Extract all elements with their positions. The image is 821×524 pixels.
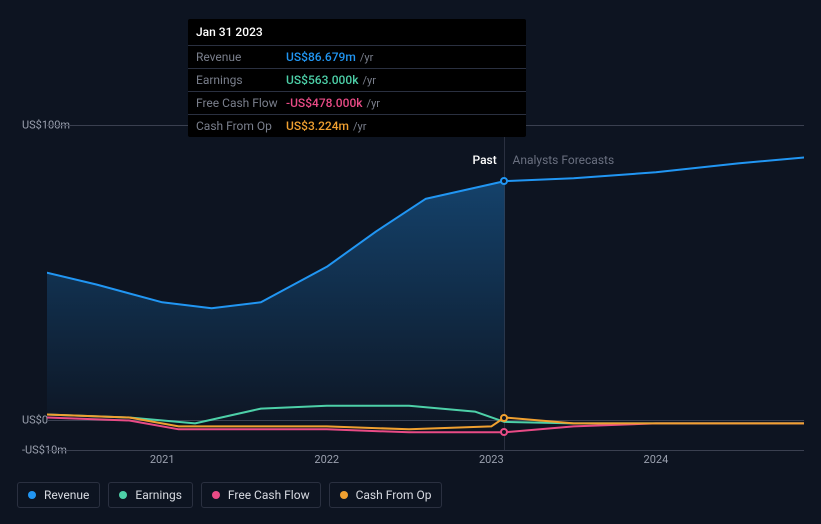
tooltip-metric-label: Revenue (196, 50, 286, 64)
revenue-area-fill (47, 181, 505, 420)
legend-label: Earnings (135, 488, 182, 502)
x-axis-line (47, 450, 804, 451)
tooltip-metric-value: US$86.679m (286, 50, 356, 64)
tooltip-metric-suffix: /yr (362, 74, 375, 87)
tooltip-date: Jan 31 2023 (188, 19, 526, 46)
chart-plot-area[interactable]: US$100mUS$0-US$10m PastAnalysts Forecast… (17, 125, 804, 450)
tooltip-metric-suffix: /yr (360, 51, 373, 64)
legend-label: Free Cash Flow (228, 488, 310, 502)
cursor-marker (500, 414, 508, 422)
tooltip-metric-value: US$563.000k (286, 73, 358, 87)
cursor-marker (500, 428, 508, 436)
x-axis-label: 2023 (479, 453, 504, 466)
legend-dot-icon (119, 491, 127, 499)
chart-legend: Revenue Earnings Free Cash Flow Cash From O… (17, 482, 442, 508)
chart-container: Jan 31 2023 RevenueUS$86.679m/yrEarnings… (0, 0, 821, 524)
legend-label: Revenue (44, 488, 89, 502)
legend-item[interactable]: Cash From Op (329, 482, 443, 508)
x-axis-label: 2021 (150, 453, 175, 466)
tooltip-metric-suffix: /yr (367, 97, 380, 110)
legend-item[interactable]: Revenue (17, 482, 100, 508)
tooltip-row: Cash From OpUS$3.224m/yr (188, 115, 526, 137)
x-axis-label: 2022 (314, 453, 339, 466)
tooltip-row: Free Cash Flow-US$478.000k/yr (188, 92, 526, 115)
legend-label: Cash From Op (356, 488, 432, 502)
legend-item[interactable]: Earnings (108, 482, 193, 508)
y-axis-label: US$0 (22, 414, 48, 427)
x-axis-label: 2024 (644, 453, 669, 466)
tooltip-metric-value: US$3.224m (286, 119, 349, 133)
tooltip-metric-label: Cash From Op (196, 119, 286, 133)
tooltip-metric-label: Earnings (196, 73, 286, 87)
legend-dot-icon (340, 491, 348, 499)
legend-dot-icon (212, 491, 220, 499)
legend-dot-icon (28, 491, 36, 499)
cursor-marker (500, 177, 508, 185)
line-chart-svg (47, 125, 804, 450)
tooltip-metric-value: -US$478.000k (286, 96, 363, 110)
legend-item[interactable]: Free Cash Flow (201, 482, 321, 508)
tooltip-row: EarningsUS$563.000k/yr (188, 69, 526, 92)
tooltip-metric-label: Free Cash Flow (196, 96, 286, 110)
tooltip-row: RevenueUS$86.679m/yr (188, 46, 526, 69)
tooltip-metric-suffix: /yr (353, 120, 366, 133)
chart-tooltip: Jan 31 2023 RevenueUS$86.679m/yrEarnings… (188, 19, 526, 137)
